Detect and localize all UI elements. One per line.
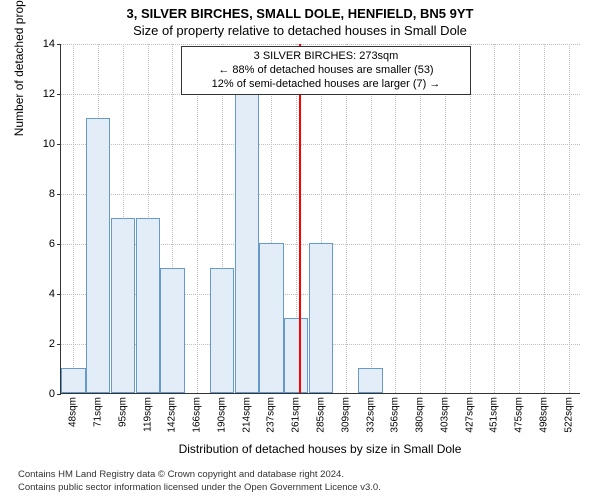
- annotation-line3: 12% of semi-detached houses are larger (…: [190, 78, 462, 92]
- histogram-bar: [86, 118, 110, 393]
- x-tick: 427sqm: [464, 393, 475, 433]
- x-tick: 166sqm: [192, 393, 203, 433]
- chart-container: 3, SILVER BIRCHES, SMALL DOLE, HENFIELD,…: [0, 0, 600, 500]
- chart-title-2: Size of property relative to detached ho…: [0, 21, 600, 38]
- x-tick: 71sqm: [93, 393, 104, 427]
- x-tick: 332sqm: [365, 393, 376, 433]
- x-tick: 190sqm: [216, 393, 227, 433]
- x-tick: 380sqm: [415, 393, 426, 433]
- y-axis-label: Number of detached properties: [12, 0, 26, 136]
- x-tick: 522sqm: [563, 393, 574, 433]
- histogram-bar: [235, 93, 259, 393]
- x-tick: 309sqm: [340, 393, 351, 433]
- x-tick: 498sqm: [538, 393, 549, 433]
- annotation-line2: ← 88% of detached houses are smaller (53…: [190, 64, 462, 78]
- histogram-bar: [309, 243, 333, 393]
- annotation-box: 3 SILVER BIRCHES: 273sqm← 88% of detache…: [181, 46, 471, 95]
- y-tick: 0: [49, 388, 61, 400]
- histogram-bar: [111, 218, 135, 393]
- reference-line: [299, 44, 301, 393]
- x-tick: 142sqm: [167, 393, 178, 433]
- x-tick: 119sqm: [142, 393, 153, 432]
- histogram-bar: [61, 368, 85, 393]
- y-tick: 6: [49, 238, 61, 250]
- x-axis-label: Distribution of detached houses by size …: [60, 442, 580, 456]
- histogram-bar: [284, 318, 308, 393]
- histogram-bar: [259, 243, 283, 393]
- x-tick: 48sqm: [68, 393, 79, 427]
- y-tick: 14: [43, 38, 61, 50]
- chart-area: Number of detached properties 0246810121…: [60, 44, 580, 394]
- y-tick: 8: [49, 188, 61, 200]
- y-tick: 10: [43, 138, 61, 150]
- attribution-line-1: Contains HM Land Registry data © Crown c…: [18, 469, 381, 481]
- x-tick: 95sqm: [117, 393, 128, 427]
- histogram-bar: [160, 268, 184, 393]
- x-tick: 261sqm: [291, 393, 302, 433]
- histogram-bar: [136, 218, 160, 393]
- x-tick: 214sqm: [241, 393, 252, 433]
- y-tick: 4: [49, 288, 61, 300]
- y-tick: 2: [49, 338, 61, 350]
- x-tick: 285sqm: [316, 393, 327, 433]
- x-tick: 356sqm: [390, 393, 401, 433]
- x-tick: 403sqm: [439, 393, 450, 433]
- chart-title-1: 3, SILVER BIRCHES, SMALL DOLE, HENFIELD,…: [0, 0, 600, 21]
- plot-region: 0246810121448sqm71sqm95sqm119sqm142sqm16…: [60, 44, 580, 394]
- x-tick: 237sqm: [266, 393, 277, 433]
- histogram-bar: [358, 368, 382, 393]
- attribution-line-2: Contains public sector information licen…: [18, 482, 381, 494]
- annotation-line1: 3 SILVER BIRCHES: 273sqm: [190, 50, 462, 64]
- x-tick: 451sqm: [489, 393, 500, 433]
- y-tick: 12: [43, 88, 61, 100]
- x-tick: 475sqm: [514, 393, 525, 433]
- histogram-bar: [210, 268, 234, 393]
- attribution: Contains HM Land Registry data © Crown c…: [18, 469, 381, 494]
